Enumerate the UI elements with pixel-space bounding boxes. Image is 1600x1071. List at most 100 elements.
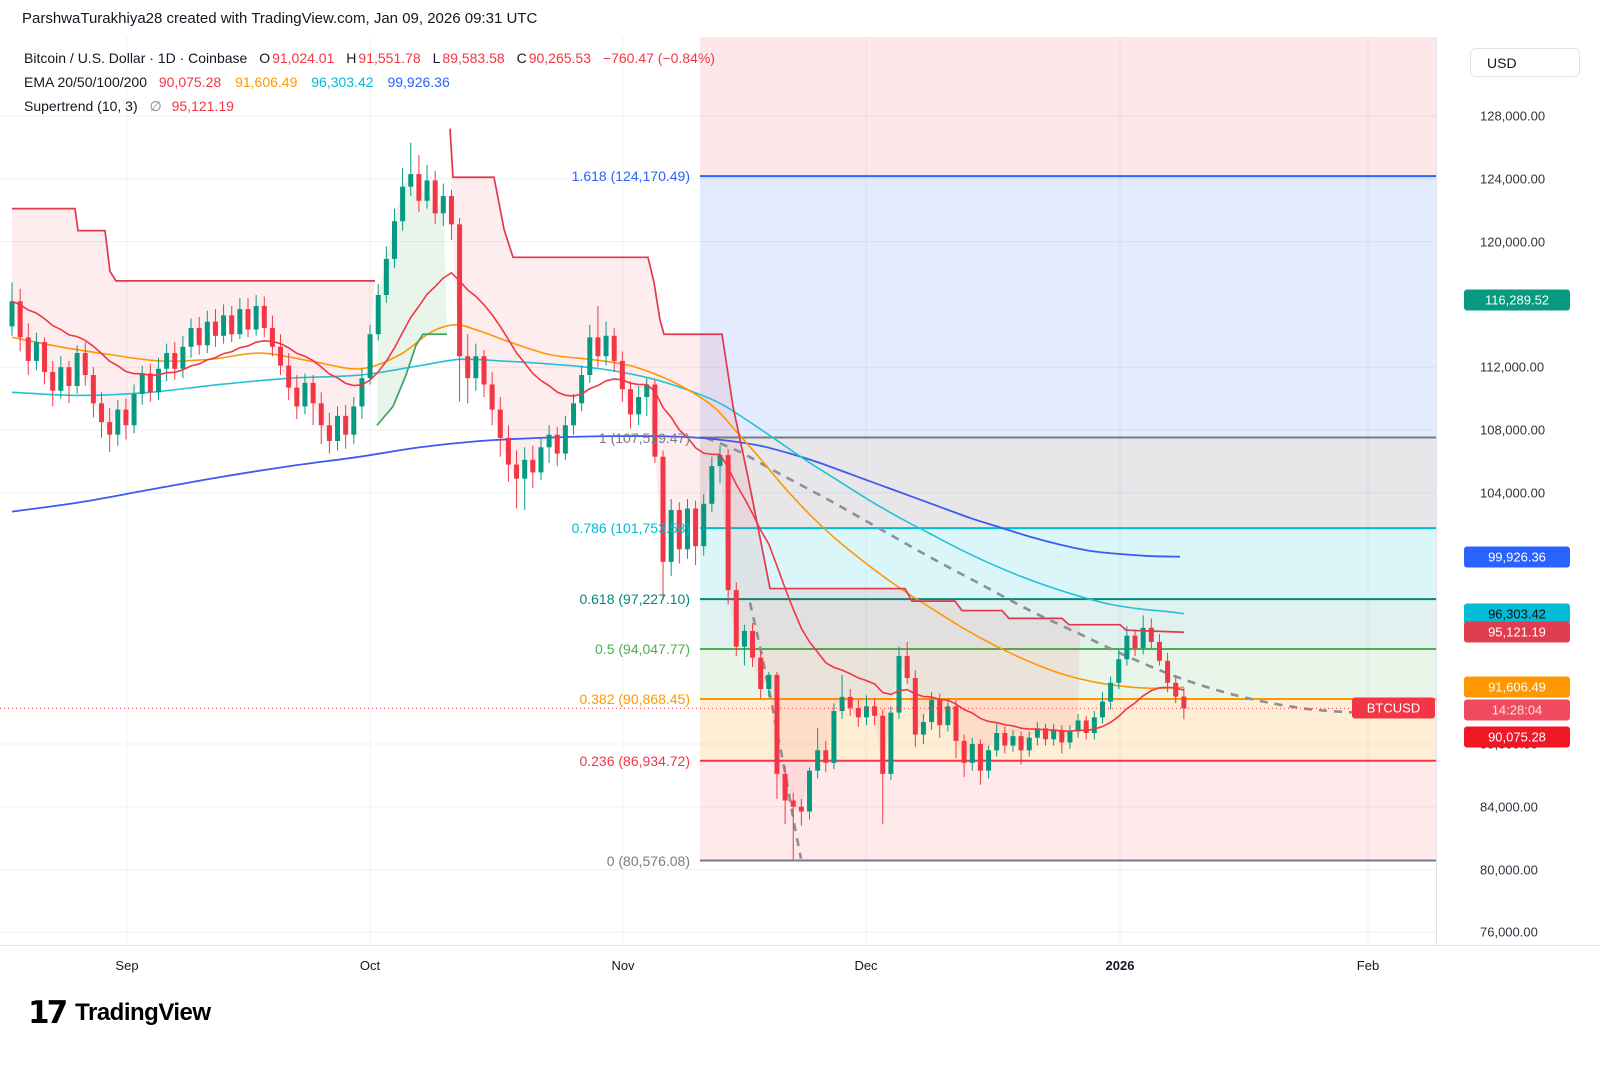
candle-body (912, 678, 918, 735)
candle-body (880, 715, 886, 774)
legend-ema-row[interactable]: EMA 20/50/100/200 90,075.28 91,606.49 96… (24, 70, 715, 94)
candle-body (237, 309, 243, 335)
ema50-value: 91,606.49 (235, 74, 298, 90)
candle-body (945, 706, 951, 726)
candle-body (1083, 720, 1089, 734)
candle-body (904, 656, 910, 679)
candle-body (1165, 660, 1171, 683)
candle-body (261, 305, 267, 328)
candle-body (245, 309, 251, 330)
candle-body (709, 466, 715, 504)
candle-body (440, 196, 446, 214)
candle-body (367, 334, 373, 379)
tradingview-logo-icon: 17 (28, 995, 68, 1031)
price-tick: 104,000.00 (1480, 485, 1546, 501)
candle-body (343, 415, 349, 435)
legend-supertrend-row[interactable]: Supertrend (10, 3) ∅ 95,121.19 (24, 94, 715, 118)
candle-body (74, 353, 80, 387)
ema200-value: 99,926.36 (387, 74, 450, 90)
candle-body (9, 301, 15, 327)
candle-body (1051, 729, 1057, 740)
supertrend-line[interactable] (12, 207, 375, 282)
tradingview-logo-text: TradingView (75, 999, 211, 1026)
candle-body (733, 590, 739, 647)
candle-body (530, 459, 536, 473)
candle-body (807, 770, 813, 812)
price-badge: 99,926.36 (1464, 546, 1570, 568)
close-value: 90,265.53 (528, 50, 591, 66)
candle-body (766, 674, 772, 690)
candle-body (872, 706, 878, 716)
ema-title[interactable]: EMA 20/50/100/200 (24, 74, 147, 90)
candle-body (253, 305, 259, 330)
candle-body (408, 174, 414, 187)
dashed-trend-line[interactable] (748, 602, 803, 859)
candle-body (204, 321, 210, 346)
candle-body (359, 378, 365, 407)
candle-body (839, 696, 845, 712)
supertrend-line[interactable] (449, 128, 1185, 634)
candle-body (676, 510, 682, 550)
supertrend-title[interactable]: Supertrend (10, 3) (24, 98, 138, 114)
candle-body (611, 335, 617, 361)
candle-body (823, 750, 829, 763)
fib-label-0: 0 (80,576.08) (606, 852, 690, 869)
candle-body (1002, 733, 1008, 746)
time-label-nov: Nov (611, 958, 635, 973)
candle-body (139, 373, 145, 394)
supertrend-fill (12, 208, 375, 441)
candle-body (188, 327, 194, 347)
candle-body (603, 335, 609, 357)
candle-body (465, 356, 471, 379)
chart-pane (0, 37, 1436, 944)
candle-body (1018, 736, 1024, 751)
average-icon: ∅ (149, 98, 162, 114)
ema100-line[interactable] (11, 358, 1185, 615)
fib-label-0.618: 0.618 (97,227.10) (579, 591, 690, 608)
candle-body (1059, 729, 1065, 743)
dashed-trend-line[interactable] (705, 436, 1426, 718)
price-badge: 95,121.19 (1464, 621, 1570, 643)
candle-body (66, 367, 72, 387)
candle-body (448, 196, 454, 225)
candle-body (1156, 641, 1162, 661)
price-tick: 76,000.00 (1480, 924, 1538, 940)
low-label: L (432, 50, 441, 66)
candle-body (335, 415, 341, 441)
fib-band (700, 649, 1436, 699)
ema50-line[interactable] (11, 324, 1185, 690)
candle-body (58, 367, 64, 391)
candle-body (1181, 696, 1187, 709)
price-axis[interactable] (1436, 37, 1600, 985)
ema200-line[interactable] (11, 435, 1181, 558)
candle-body (294, 387, 300, 407)
close-label: C (516, 50, 527, 66)
candle-body (1173, 682, 1179, 697)
time-axis[interactable]: Sep Oct Nov Dec 2026 Feb (0, 945, 1600, 988)
symbol-title[interactable]: Bitcoin / U.S. Dollar · 1D · Coinbase (24, 50, 248, 66)
candle-body (33, 342, 39, 361)
candle-body (701, 503, 707, 547)
ema20-line[interactable] (11, 271, 1185, 732)
candle-body (473, 356, 479, 379)
candle-body (50, 371, 56, 391)
candle-body (1116, 659, 1122, 683)
candle-body (99, 403, 105, 423)
candle-body (750, 630, 756, 658)
supertrend-value: 95,121.19 (171, 98, 234, 114)
candle-body (986, 750, 992, 771)
candle-body (383, 258, 389, 295)
candle-body (147, 373, 153, 393)
candle-body (725, 455, 731, 591)
currency-toggle-button[interactable]: USD (1470, 48, 1580, 77)
candle-body (481, 356, 487, 385)
candle-body (164, 353, 170, 369)
candle-body (497, 409, 503, 438)
symbol-price-tag[interactable]: BTCUSD (1352, 697, 1435, 719)
candle-body (17, 301, 23, 338)
tradingview-logo[interactable]: 17 TradingView (28, 995, 211, 1031)
candle-body (212, 321, 218, 336)
supertrend-line[interactable] (376, 333, 447, 426)
